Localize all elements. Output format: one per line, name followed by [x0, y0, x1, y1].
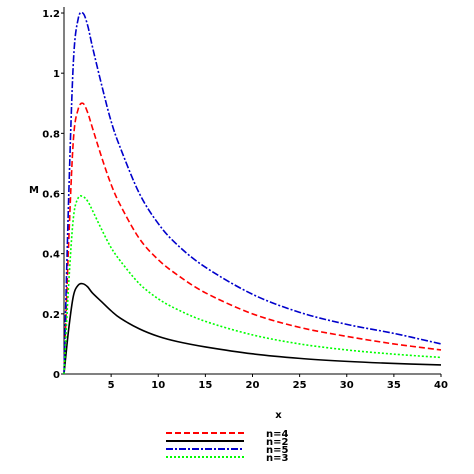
- x-tick-label: 10: [151, 380, 165, 391]
- legend: n=4n=2n=5n=3: [166, 429, 288, 464]
- x-tick-label: 25: [293, 380, 307, 391]
- y-tick-label: 0.4: [42, 250, 60, 261]
- y-tick-label: 0.6: [42, 190, 60, 201]
- x-tick-label: 40: [434, 380, 448, 391]
- y-axis-label: M: [29, 185, 39, 196]
- x-tick-label: 35: [387, 380, 401, 391]
- axes: 0 0.2 0.4 0.6 0.8 1 1.2 5 10 15 20 25 30 35 40 x M: [29, 7, 448, 421]
- series-line-n3: [63, 194, 442, 375]
- legend-label: n=3: [266, 453, 288, 464]
- x-axis-label: x: [275, 410, 282, 421]
- legend-label: n=2: [266, 437, 288, 448]
- curves: [63, 11, 442, 375]
- x-tick-label: 5: [108, 380, 115, 391]
- y-tick-label: 0: [53, 370, 60, 381]
- y-tick-label: 1.2: [42, 9, 60, 20]
- y-tick-label: 0.8: [42, 129, 60, 140]
- y-tick-label: 0.2: [42, 310, 60, 321]
- legend-label: n=5: [266, 445, 288, 456]
- x-tick-label: 20: [246, 380, 260, 391]
- x-tick-label: 30: [340, 380, 354, 391]
- series-line-n2: [63, 282, 442, 375]
- series-line-n5: [63, 11, 442, 375]
- legend-label: n=4: [266, 429, 288, 440]
- y-tick-label: 1: [53, 69, 60, 80]
- series-line-n4: [63, 102, 442, 375]
- x-tick-label: 15: [198, 380, 212, 391]
